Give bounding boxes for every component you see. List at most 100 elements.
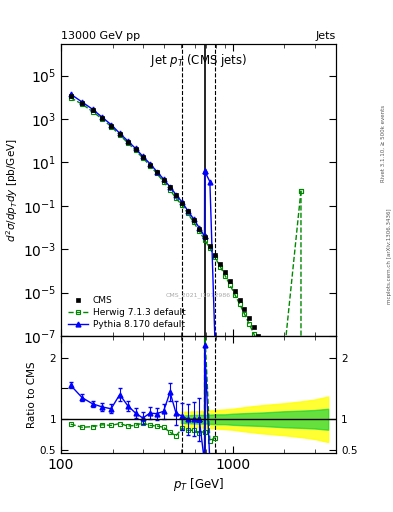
CMS: [237, 296, 242, 303]
Herwig 7.1.3 default: [242, 311, 247, 317]
Pythia 8.170 default: [197, 224, 202, 230]
CMS: [315, 466, 320, 472]
Herwig 7.1.3 default: [233, 292, 237, 298]
Pythia 8.170 default: [140, 153, 145, 159]
Text: CMS_2021_I1972986: CMS_2021_I1972986: [166, 292, 231, 298]
Herwig 7.1.3 default: [269, 370, 274, 376]
Text: mcplots.cern.ch [arXiv:1306.3436]: mcplots.cern.ch [arXiv:1306.3436]: [387, 208, 391, 304]
CMS: [109, 122, 114, 129]
CMS: [299, 427, 303, 433]
Herwig 7.1.3 default: [90, 109, 95, 115]
Herwig 7.1.3 default: [125, 140, 130, 146]
Legend: CMS, Herwig 7.1.3 default, Pythia 8.170 default: CMS, Herwig 7.1.3 default, Pythia 8.170 …: [65, 294, 188, 332]
Text: Jet $p_T$ (CMS jets): Jet $p_T$ (CMS jets): [150, 52, 247, 69]
CMS: [80, 100, 84, 106]
Herwig 7.1.3 default: [274, 380, 278, 387]
Herwig 7.1.3 default: [223, 273, 228, 279]
Line: CMS: CMS: [68, 93, 331, 501]
CMS: [191, 217, 196, 223]
Herwig 7.1.3 default: [168, 187, 173, 193]
Pythia 8.170 default: [133, 145, 138, 152]
CMS: [294, 417, 299, 423]
Pythia 8.170 default: [185, 207, 190, 214]
CMS: [233, 288, 237, 294]
CMS: [303, 437, 307, 443]
CMS: [311, 456, 316, 462]
CMS: [323, 485, 327, 492]
CMS: [282, 389, 286, 395]
CMS: [223, 269, 228, 275]
Pythia 8.170 default: [148, 161, 152, 167]
CMS: [260, 342, 265, 348]
Herwig 7.1.3 default: [197, 228, 202, 234]
Herwig 7.1.3 default: [278, 391, 283, 397]
CMS: [168, 184, 173, 190]
Herwig 7.1.3 default: [218, 264, 222, 270]
CMS: [218, 261, 222, 267]
Pythia 8.170 default: [125, 138, 130, 144]
Pythia 8.170 default: [90, 106, 95, 112]
Line: Pythia 8.170 default: Pythia 8.170 default: [68, 92, 207, 239]
CMS: [208, 243, 212, 249]
CMS: [185, 208, 190, 215]
Pythia 8.170 default: [161, 176, 166, 182]
Pythia 8.170 default: [191, 216, 196, 222]
Herwig 7.1.3 default: [265, 360, 270, 367]
Herwig 7.1.3 default: [228, 282, 233, 288]
Pythia 8.170 default: [154, 168, 159, 175]
CMS: [319, 476, 323, 482]
Herwig 7.1.3 default: [154, 170, 159, 177]
Pythia 8.170 default: [180, 199, 184, 205]
Line: Herwig 7.1.3 default: Herwig 7.1.3 default: [68, 95, 283, 396]
Pythia 8.170 default: [80, 99, 84, 105]
Herwig 7.1.3 default: [208, 245, 212, 251]
CMS: [247, 315, 252, 321]
Herwig 7.1.3 default: [180, 202, 184, 208]
Herwig 7.1.3 default: [256, 340, 261, 347]
CMS: [307, 446, 311, 453]
CMS: [228, 279, 233, 285]
CMS: [252, 324, 256, 330]
Herwig 7.1.3 default: [191, 219, 196, 225]
Y-axis label: $d^{2}\sigma/dp_{T}dy$ [pb/GeV]: $d^{2}\sigma/dp_{T}dy$ [pb/GeV]: [4, 138, 20, 242]
CMS: [265, 352, 270, 358]
Herwig 7.1.3 default: [237, 301, 242, 307]
CMS: [148, 161, 152, 167]
CMS: [274, 370, 278, 376]
CMS: [174, 193, 178, 199]
CMS: [213, 252, 217, 258]
CMS: [68, 93, 73, 99]
Pythia 8.170 default: [168, 184, 173, 190]
CMS: [256, 333, 261, 339]
CMS: [125, 139, 130, 145]
CMS: [278, 379, 283, 386]
CMS: [180, 200, 184, 206]
Herwig 7.1.3 default: [252, 331, 256, 337]
Herwig 7.1.3 default: [247, 321, 252, 327]
CMS: [100, 115, 105, 121]
Herwig 7.1.3 default: [109, 123, 114, 130]
CMS: [327, 495, 331, 501]
Herwig 7.1.3 default: [100, 116, 105, 122]
Herwig 7.1.3 default: [260, 350, 265, 356]
Herwig 7.1.3 default: [202, 237, 207, 243]
CMS: [90, 108, 95, 114]
Y-axis label: Ratio to CMS: Ratio to CMS: [27, 361, 37, 428]
Pythia 8.170 default: [109, 121, 114, 127]
CMS: [154, 169, 159, 176]
Herwig 7.1.3 default: [80, 101, 84, 108]
Text: 13000 GeV pp: 13000 GeV pp: [61, 31, 140, 41]
CMS: [197, 225, 202, 231]
Pythia 8.170 default: [202, 233, 207, 239]
Herwig 7.1.3 default: [118, 132, 122, 138]
Herwig 7.1.3 default: [185, 210, 190, 217]
Pythia 8.170 default: [174, 191, 178, 198]
CMS: [290, 408, 295, 414]
Herwig 7.1.3 default: [133, 147, 138, 154]
X-axis label: $p_T$ [GeV]: $p_T$ [GeV]: [173, 476, 224, 493]
CMS: [118, 131, 122, 137]
CMS: [140, 154, 145, 160]
Herwig 7.1.3 default: [213, 254, 217, 261]
Pythia 8.170 default: [100, 114, 105, 120]
CMS: [161, 177, 166, 183]
